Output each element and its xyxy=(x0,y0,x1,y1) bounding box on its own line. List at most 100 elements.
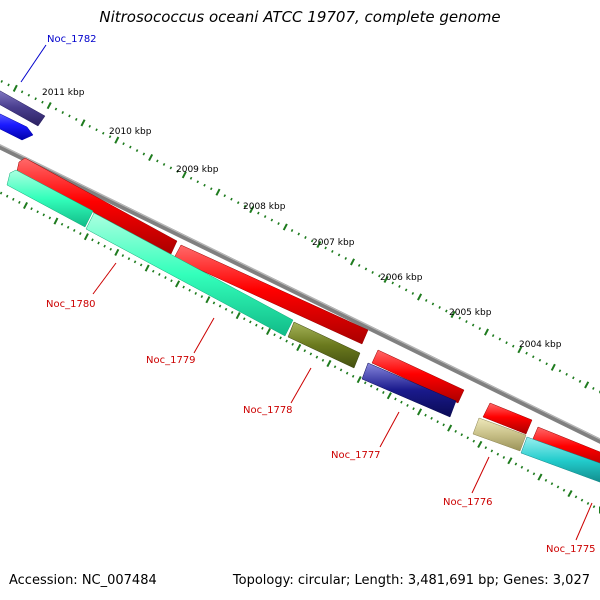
minor-tick xyxy=(244,318,245,320)
minor-tick xyxy=(165,277,166,279)
major-tick xyxy=(418,409,421,415)
minor-tick xyxy=(31,208,32,210)
major-tick xyxy=(81,120,84,126)
minor-tick xyxy=(310,353,311,355)
minor-tick xyxy=(271,219,272,221)
minor-tick xyxy=(305,236,306,238)
minor-tick xyxy=(345,257,346,259)
minor-tick xyxy=(130,146,131,148)
gene-label-noc1782[interactable]: Noc_1782 xyxy=(47,34,97,45)
minor-tick xyxy=(413,408,414,410)
minor-tick xyxy=(170,167,171,169)
minor-tick xyxy=(76,118,77,120)
minor-tick xyxy=(593,387,594,389)
minor-tick xyxy=(1,80,2,82)
accession-text: Accession: NC_007484 xyxy=(9,573,157,588)
minor-tick xyxy=(265,216,266,218)
minor-tick xyxy=(103,132,104,134)
gene-label-noc1777[interactable]: Noc_1777 xyxy=(331,450,381,461)
minor-tick xyxy=(42,101,43,103)
minor-tick xyxy=(220,305,221,307)
scale-label-2006: 2006 kbp xyxy=(380,273,423,283)
minor-tick xyxy=(286,340,287,342)
major-tick xyxy=(358,377,361,383)
minor-tick xyxy=(98,242,99,244)
gene-label-noc1775[interactable]: Noc_1775 xyxy=(546,544,596,555)
minor-tick xyxy=(19,201,20,203)
gene-feature-red-1[interactable] xyxy=(17,158,177,254)
minor-tick xyxy=(226,308,227,310)
gene-label-noc1778[interactable]: Noc_1778 xyxy=(243,405,293,416)
minor-tick xyxy=(533,473,534,475)
minor-tick xyxy=(412,292,413,294)
minor-tick xyxy=(371,385,372,387)
minor-tick xyxy=(68,226,69,228)
minor-tick xyxy=(298,233,299,235)
minor-tick xyxy=(359,264,360,266)
minor-tick xyxy=(7,195,8,197)
minor-tick xyxy=(159,273,160,275)
minor-tick xyxy=(546,363,547,365)
genome-summary-text: Topology: circular; Length: 3,481,691 bp… xyxy=(233,573,590,588)
minor-tick xyxy=(461,434,462,436)
minor-tick xyxy=(157,160,158,162)
minor-tick xyxy=(49,217,50,219)
gene-label-noc1780[interactable]: Noc_1780 xyxy=(46,299,96,310)
minor-tick xyxy=(104,245,105,247)
minor-tick xyxy=(526,352,527,354)
minor-tick xyxy=(69,115,70,117)
minor-tick xyxy=(13,198,14,200)
minor-tick xyxy=(443,424,444,426)
major-tick xyxy=(237,313,240,319)
major-tick xyxy=(388,393,391,399)
major-tick xyxy=(206,297,209,303)
gene-label-noc1779[interactable]: Noc_1779 xyxy=(146,355,196,366)
minor-tick xyxy=(250,321,251,323)
minor-tick xyxy=(485,447,486,449)
minor-tick xyxy=(353,375,354,377)
minor-tick xyxy=(258,212,259,214)
gene-feature-red-2[interactable] xyxy=(174,245,368,344)
minor-tick xyxy=(262,327,263,329)
minor-tick xyxy=(137,150,138,152)
major-tick xyxy=(115,137,118,143)
minor-tick xyxy=(123,143,124,145)
minor-tick xyxy=(499,338,500,340)
minor-tick xyxy=(292,229,293,231)
minor-tick xyxy=(493,335,494,337)
minor-tick xyxy=(89,125,90,127)
minor-tick xyxy=(557,486,558,488)
gene-label-noc1776[interactable]: Noc_1776 xyxy=(443,497,493,508)
major-tick xyxy=(508,458,511,464)
minor-tick xyxy=(197,181,198,183)
minor-tick xyxy=(581,499,582,501)
minor-tick xyxy=(446,310,447,312)
minor-tick xyxy=(128,258,129,260)
minor-tick xyxy=(164,163,165,165)
minor-tick xyxy=(231,198,232,200)
minor-tick xyxy=(573,377,574,379)
minor-tick xyxy=(473,440,474,442)
minor-tick xyxy=(563,489,564,491)
minor-tick xyxy=(365,382,366,384)
minor-tick xyxy=(110,248,111,250)
major-tick xyxy=(585,382,588,388)
major-tick xyxy=(149,154,152,160)
minor-tick xyxy=(213,302,214,304)
minor-tick xyxy=(80,233,81,235)
minor-tick xyxy=(256,324,257,326)
major-tick xyxy=(418,294,421,300)
minor-tick xyxy=(515,463,516,465)
minor-tick xyxy=(143,153,144,155)
minor-tick xyxy=(579,380,580,382)
minor-tick xyxy=(527,470,528,472)
scale-label-2008: 2008 kbp xyxy=(243,202,286,212)
minor-tick xyxy=(491,450,492,452)
minor-tick xyxy=(135,261,136,263)
minor-tick xyxy=(280,337,281,339)
minor-tick xyxy=(35,98,36,100)
minor-tick xyxy=(189,289,190,291)
minor-tick xyxy=(339,254,340,256)
major-tick xyxy=(24,202,27,208)
